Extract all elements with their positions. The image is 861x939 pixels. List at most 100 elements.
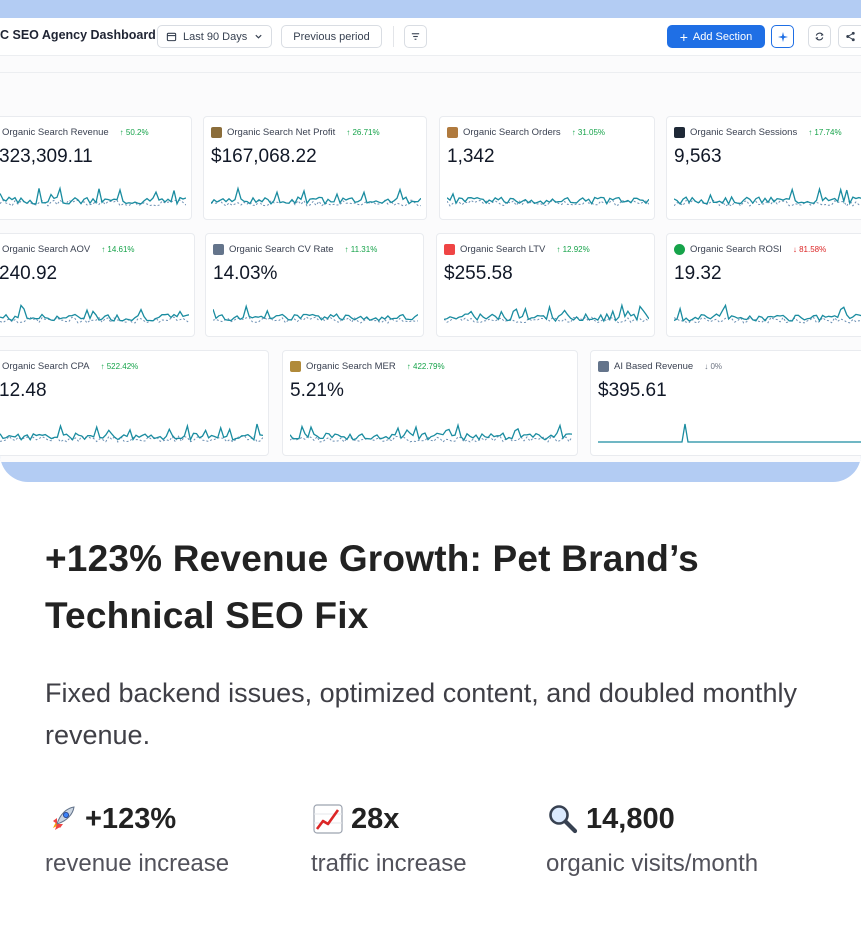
- metric-header: Organic Search CV Rate ↑ 11.31%: [213, 244, 377, 255]
- metric-card[interactable]: Organic Search CV Rate ↑ 11.31% 14.03%: [205, 233, 424, 337]
- date-range-select[interactable]: Last 90 Days: [157, 25, 272, 48]
- metric-delta: ↑ 522.42%: [100, 362, 139, 371]
- metric-label: Organic Search CV Rate: [229, 244, 334, 255]
- metric-label: Organic Search LTV: [460, 244, 546, 255]
- sparkline: [290, 422, 572, 443]
- metric-delta: ↓ 81.58%: [792, 245, 827, 254]
- compare-period-button[interactable]: Previous period: [281, 25, 382, 48]
- stat-organic-visits: 14,800 organic visits/month: [546, 798, 758, 878]
- sparkline-line: [0, 186, 186, 206]
- refresh-button[interactable]: [808, 25, 831, 48]
- sparkline: [674, 186, 861, 207]
- metric-card[interactable]: Organic Search Sessions ↑ 17.74% 9,563: [666, 116, 861, 220]
- stat-revenue-value: +123%: [85, 802, 177, 835]
- sparkline: [444, 302, 649, 324]
- metric-header: Organic Search Sessions ↑ 17.74%: [674, 127, 842, 138]
- metric-header: Organic Search MER ↑ 422.79%: [290, 361, 445, 372]
- metric-label: Organic Search ROSI: [690, 244, 782, 255]
- ai-sparkle-button[interactable]: [771, 25, 794, 48]
- sparkline-line: [598, 423, 861, 443]
- metric-card[interactable]: Organic Search Revenue ↑ 50.2% 323,309.11: [0, 116, 192, 220]
- sparkline-comparison-line: [290, 435, 572, 443]
- ltv-chart-icon: [444, 244, 455, 255]
- stat-traffic: 28x traffic increase: [311, 798, 467, 878]
- sparkline: [211, 186, 421, 207]
- metric-label: Organic Search Orders: [463, 127, 561, 138]
- metric-value: 1,342: [447, 146, 495, 167]
- metric-header: Organic Search LTV ↑ 12.92%: [444, 244, 590, 255]
- share-icon: [845, 31, 855, 42]
- metric-value: 12.48: [0, 380, 47, 401]
- metric-value: $395.61: [598, 380, 667, 401]
- metric-value: 323,309.11: [0, 146, 93, 167]
- toolbar-shadow-divider: [0, 72, 861, 73]
- sparkline-comparison-line: [447, 199, 649, 207]
- refresh-icon: [815, 32, 824, 41]
- toolbar-divider: [393, 26, 394, 47]
- orders-box-icon: [447, 127, 458, 138]
- sparkline-line: [213, 304, 418, 322]
- metric-card[interactable]: Organic Search Orders ↑ 31.05% 1,342: [439, 116, 655, 220]
- metric-delta: ↑ 14.61%: [101, 245, 135, 254]
- metric-card[interactable]: Organic Search AOV ↑ 14.61% 240.92: [0, 233, 195, 337]
- metric-delta: ↑ 50.2%: [119, 128, 149, 137]
- metric-header: Organic Search Orders ↑ 31.05%: [447, 127, 605, 138]
- metric-value: 240.92: [0, 263, 58, 284]
- add-section-label: Add Section: [692, 30, 753, 43]
- metric-delta: ↑ 26.71%: [346, 128, 380, 137]
- case-study-headline: +123% Revenue Growth: Pet Brand’s Techni…: [45, 538, 699, 636]
- stat-revenue: +123% revenue increase: [45, 798, 229, 878]
- metric-label: Organic Search MER: [306, 361, 396, 372]
- metric-card[interactable]: Organic Search ROSI ↓ 81.58% 19.32: [666, 233, 861, 337]
- sparkline: [0, 423, 263, 443]
- sparkline-line: [290, 422, 572, 442]
- metric-header: AI Based Revenue ↓ 0%: [598, 361, 722, 372]
- date-range-label: Last 90 Days: [183, 30, 248, 43]
- metric-card[interactable]: AI Based Revenue ↓ 0% $395.61: [590, 350, 861, 456]
- sparkline-line: [674, 186, 861, 206]
- metric-card[interactable]: Organic Search CPA ↑ 522.42% 12.48: [0, 350, 269, 456]
- stat-revenue-label: revenue increase: [45, 850, 230, 877]
- dashboard-panel: C SEO Agency Dashboard Last 90 Days Prev…: [0, 18, 861, 462]
- cv-rate-icon: [213, 244, 224, 255]
- metric-card[interactable]: Organic Search Net Profit ↑ 26.71% $167,06…: [203, 116, 427, 220]
- metric-delta: ↑ 31.05%: [571, 128, 606, 137]
- add-section-button[interactable]: + Add Section: [667, 25, 765, 48]
- metric-header: Organic Search Revenue ↑ 50.2%: [2, 127, 149, 138]
- metric-label: Organic Search Net Profit: [227, 127, 336, 138]
- plus-icon: +: [679, 28, 688, 45]
- chart-increasing-icon: [313, 804, 343, 834]
- dashboard-toolbar: C SEO Agency Dashboard Last 90 Days Prev…: [0, 18, 861, 56]
- metric-delta: ↑ 422.79%: [406, 362, 445, 371]
- magnifying-glass-icon: [549, 805, 578, 834]
- metric-label: Organic Search Sessions: [690, 127, 798, 138]
- dashboard-title: C SEO Agency Dashboard: [0, 28, 156, 42]
- sparkline-line: [211, 186, 421, 206]
- filter-button[interactable]: [404, 25, 427, 48]
- sparkline: [598, 423, 861, 443]
- sparkline-comparison-line: [674, 199, 861, 207]
- metric-card[interactable]: Organic Search LTV ↑ 12.92% $255.58: [436, 233, 655, 337]
- metric-value: 14.03%: [213, 263, 278, 284]
- metric-delta: ↑ 12.92%: [556, 245, 590, 254]
- sparkline-comparison-line: [213, 316, 418, 324]
- metric-card[interactable]: Organic Search MER ↑ 422.79% 5.21%: [282, 350, 578, 456]
- metric-label: AI Based Revenue: [614, 361, 694, 372]
- sparkline-comparison-line: [0, 435, 263, 443]
- metric-value: 5.21%: [290, 380, 344, 401]
- metric-value: 9,563: [674, 146, 722, 167]
- sparkline: [0, 186, 186, 207]
- mer-icon: [290, 361, 301, 372]
- metric-delta: ↓ 0%: [704, 362, 723, 371]
- sparkline-line: [674, 303, 861, 323]
- sessions-icon: [674, 127, 685, 138]
- sparkline-line: [447, 192, 649, 206]
- metric-label: Organic Search AOV: [2, 244, 91, 255]
- dashboard-screenshot: C SEO Agency Dashboard Last 90 Days Prev…: [0, 0, 861, 482]
- case-study-subtitle: Fixed backend issues, optimized content,…: [45, 678, 797, 750]
- metric-label: Organic Search Revenue: [2, 127, 109, 138]
- share-button[interactable]: [838, 25, 861, 48]
- metric-header: Organic Search Net Profit ↑ 26.71%: [211, 127, 380, 138]
- stat-traffic-value: 28x: [351, 802, 400, 835]
- metric-label: Organic Search CPA: [2, 361, 90, 372]
